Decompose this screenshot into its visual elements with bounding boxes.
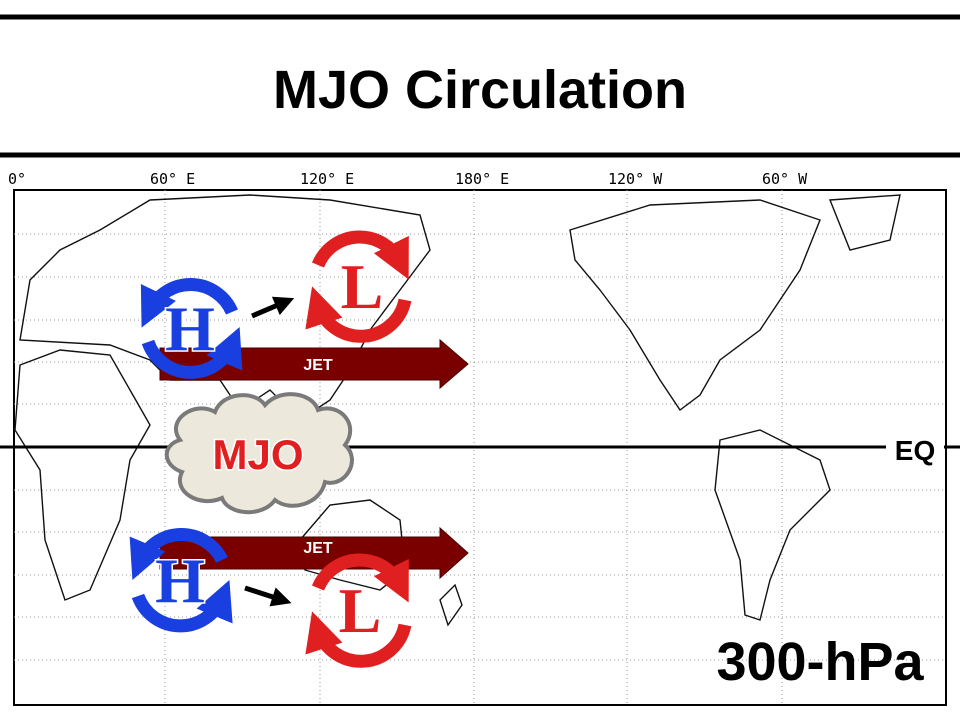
low-symbol: L bbox=[305, 230, 412, 343]
shape bbox=[141, 327, 243, 379]
coastline bbox=[828, 194, 901, 251]
shape bbox=[129, 528, 228, 580]
high-symbol: H bbox=[140, 278, 243, 379]
flow-arrow bbox=[244, 585, 292, 607]
low-symbol: L bbox=[305, 553, 412, 668]
lon-label: 60° E bbox=[150, 170, 195, 188]
coastline bbox=[14, 349, 151, 601]
lon-label: 180° E bbox=[455, 170, 509, 188]
level-label: 300-hPa bbox=[716, 632, 924, 692]
shape bbox=[305, 286, 412, 343]
grid bbox=[14, 190, 946, 705]
flow-arrow bbox=[251, 296, 295, 319]
title: MJO Circulation bbox=[273, 60, 687, 120]
shape bbox=[311, 230, 409, 280]
shape bbox=[305, 611, 412, 668]
high-label: H bbox=[155, 545, 205, 616]
lon-label: 120° W bbox=[608, 170, 663, 188]
coastline bbox=[569, 199, 821, 412]
low-label: L bbox=[341, 251, 384, 322]
coastline bbox=[714, 429, 831, 621]
shape bbox=[140, 278, 238, 328]
shape bbox=[164, 392, 354, 515]
low-label: L bbox=[339, 575, 382, 646]
mjo-label: MJO bbox=[212, 431, 303, 478]
shape bbox=[131, 579, 233, 633]
high-symbol: H bbox=[129, 528, 233, 633]
map: 0° 60° E 120° E 180° E 120° W 60° W bbox=[8, 170, 947, 706]
jet-label: JET bbox=[303, 357, 333, 374]
jet-label: JET bbox=[303, 540, 333, 557]
lon-label: 60° W bbox=[762, 170, 808, 188]
coastline bbox=[439, 583, 463, 627]
shape bbox=[311, 553, 409, 603]
mjo-cloud: MJO bbox=[164, 392, 354, 515]
high-label: H bbox=[165, 293, 215, 364]
lon-label: 120° E bbox=[300, 170, 354, 188]
lon-label: 0° bbox=[8, 170, 26, 188]
eq-backdrop bbox=[886, 432, 944, 464]
equator-label: EQ bbox=[895, 435, 935, 466]
longitude-labels: 0° 60° E 120° E 180° E 120° W 60° W bbox=[8, 170, 808, 188]
